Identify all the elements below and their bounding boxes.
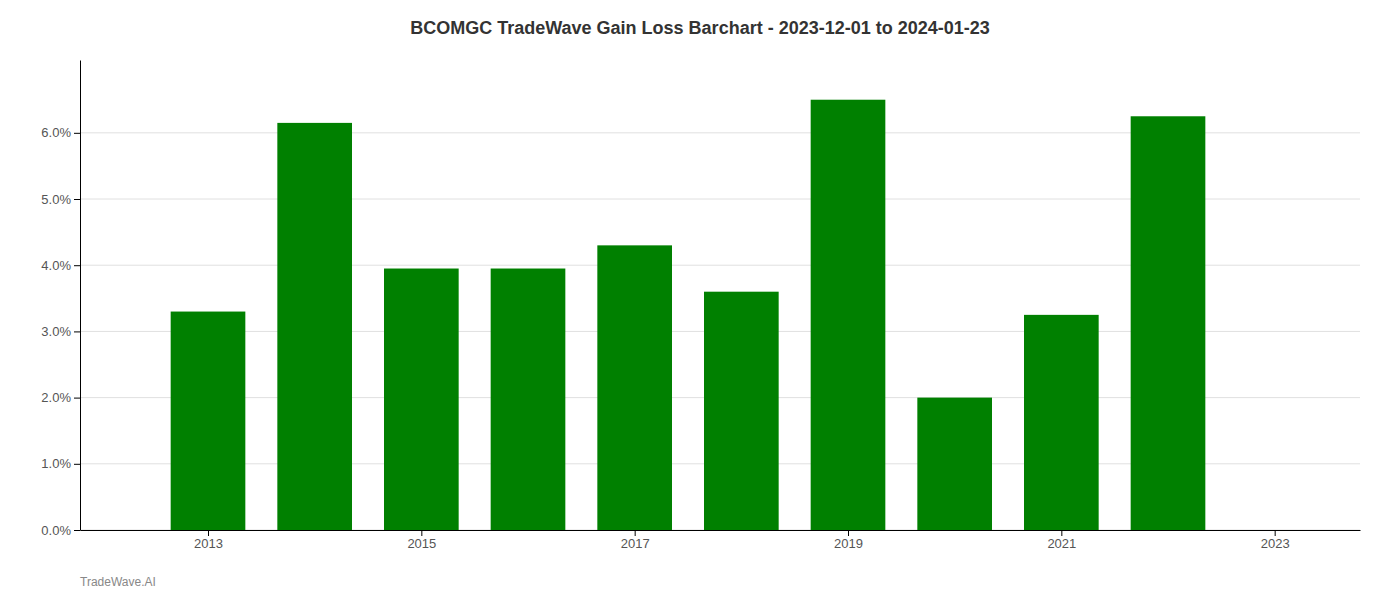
x-tick: 2019 — [834, 530, 863, 551]
y-tick-mark — [74, 464, 80, 465]
y-tick: 6.0% — [41, 125, 80, 140]
x-tick-mark — [1275, 530, 1276, 536]
x-tick-label: 2013 — [194, 536, 223, 551]
y-tick: 2.0% — [41, 390, 80, 405]
bar — [917, 398, 992, 530]
y-tick: 1.0% — [41, 456, 80, 471]
annotation: TradeWave.AI — [80, 575, 156, 589]
bar — [491, 269, 566, 530]
x-tick-mark — [208, 530, 209, 536]
x-axis: 2013 2015 2017 2019 2021 2023 — [81, 530, 1361, 551]
y-tick-label: 1.0% — [41, 456, 71, 471]
bar — [1131, 116, 1206, 530]
x-tick: 2015 — [407, 530, 436, 551]
y-tick-label: 4.0% — [41, 258, 71, 273]
bar — [1024, 315, 1099, 530]
x-tick: 2023 — [1261, 530, 1290, 551]
y-tick-label: 3.0% — [41, 324, 71, 339]
x-tick-label: 2019 — [834, 536, 863, 551]
y-axis: 0.0% 1.0% 2.0% 3.0% 4.0% 5.0% 6.0% — [41, 61, 80, 538]
x-tick-label: 2021 — [1047, 536, 1076, 551]
x-tick-mark — [1061, 530, 1062, 536]
x-tick-label: 2017 — [621, 536, 650, 551]
y-tick-mark — [74, 265, 80, 266]
bar — [704, 292, 779, 530]
x-tick-mark — [635, 530, 636, 536]
y-tick-label: 2.0% — [41, 390, 71, 405]
x-tick-label: 2015 — [407, 536, 436, 551]
y-tick-label: 0.0% — [41, 523, 71, 538]
y-tick: 3.0% — [41, 324, 80, 339]
chart: 2013 2015 2017 2019 2021 2023 0.0% 1.0% 2.0% 3.0%… — [0, 0, 1400, 600]
bar — [384, 269, 459, 530]
y-tick-mark — [74, 530, 80, 531]
y-tick: 5.0% — [41, 192, 80, 207]
x-tick: 2013 — [194, 530, 223, 551]
x-tick-label: 2023 — [1261, 536, 1290, 551]
x-tick-mark — [421, 530, 422, 536]
y-tick-label: 5.0% — [41, 192, 71, 207]
bars — [171, 100, 1206, 530]
y-axis-line — [80, 61, 81, 531]
y-tick: 4.0% — [41, 258, 80, 273]
y-tick-label: 6.0% — [41, 125, 71, 140]
bar — [171, 312, 246, 530]
x-tick: 2021 — [1047, 530, 1076, 551]
bar — [597, 245, 672, 530]
y-tick-mark — [74, 331, 80, 332]
bar — [811, 100, 886, 530]
title: BCOMGC TradeWave Gain Loss Barchart - 20… — [410, 18, 990, 38]
plot-area: 2013 2015 2017 2019 2021 2023 0.0% 1.0% 2.0% 3.0%… — [41, 61, 1360, 552]
y-tick-mark — [74, 133, 80, 134]
x-tick: 2017 — [621, 530, 650, 551]
y-tick-mark — [74, 398, 80, 399]
x-tick-mark — [848, 530, 849, 536]
x-axis-line — [81, 530, 1361, 531]
bar — [277, 123, 352, 530]
y-tick-mark — [74, 199, 80, 200]
y-tick: 0.0% — [41, 523, 80, 538]
